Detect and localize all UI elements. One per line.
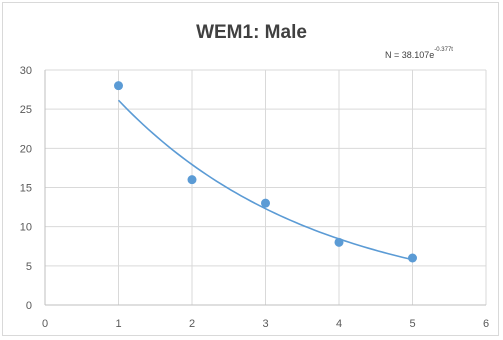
tick-labels: 0 5 10 15 20 25 30 0 1 2 3 4 5 6 xyxy=(20,65,489,330)
y-tick-label: 10 xyxy=(20,222,32,234)
data-point xyxy=(261,198,270,208)
chart-title: WEM1: Male xyxy=(196,22,307,43)
chart-frame xyxy=(2,2,499,336)
x-tick-label: 2 xyxy=(189,318,195,330)
x-tick-label: 1 xyxy=(115,318,121,330)
data-point xyxy=(187,175,197,185)
data-point xyxy=(408,253,417,263)
y-tick-label: 20 xyxy=(20,143,32,155)
y-tick-label: 0 xyxy=(26,300,32,312)
y-tick-label: 30 xyxy=(20,65,32,77)
x-tick-label: 3 xyxy=(262,318,268,330)
trendline-equation: N = 38.107e-0.377t xyxy=(385,47,453,60)
data-points xyxy=(114,81,417,263)
trendline-curve xyxy=(117,99,413,261)
x-tick-label: 5 xyxy=(409,318,415,330)
x-tick-label: 0 xyxy=(42,318,48,330)
data-point xyxy=(334,237,344,247)
y-tick-label: 15 xyxy=(20,183,32,195)
gridlines xyxy=(45,69,487,305)
x-tick-label: 4 xyxy=(336,318,342,330)
trendline xyxy=(117,99,413,261)
equation-exponent: -0.377t xyxy=(434,47,453,53)
y-tick-label: 5 xyxy=(26,261,32,273)
y-tick-label: 25 xyxy=(20,104,32,116)
data-point xyxy=(114,81,123,91)
axes xyxy=(44,70,486,306)
x-tick-label: 6 xyxy=(483,318,489,330)
equation-prefix: N = 38.107e xyxy=(385,50,435,60)
